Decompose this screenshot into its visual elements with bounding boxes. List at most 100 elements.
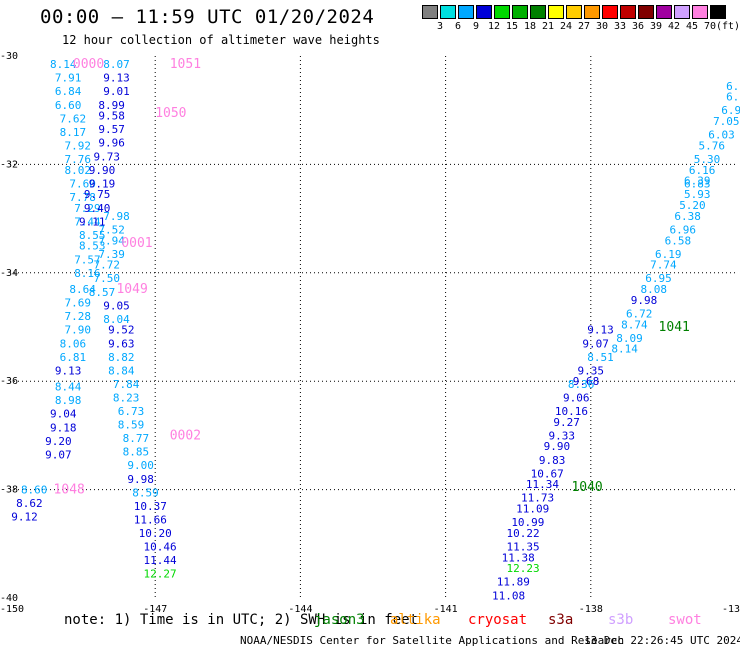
lat-tick-label: -38: [0, 485, 18, 496]
wave-height-value: 9.05: [103, 299, 130, 312]
wave-height-value: 5.20: [679, 199, 706, 212]
wave-height-value: 8.14: [50, 58, 77, 71]
wave-height-value: 7.44: [74, 215, 101, 228]
wave-height-value: 8.85: [123, 446, 150, 459]
lat-tick-label: -32: [0, 159, 18, 170]
wave-height-value: 8.23: [113, 391, 140, 404]
wave-height-value: 7.50: [94, 272, 121, 285]
legend-swatch: [422, 5, 438, 19]
wave-height-value: 6.60: [55, 99, 82, 112]
legend-swatch: [494, 5, 510, 19]
wave-height-value: 6.39: [684, 175, 711, 188]
wave-height-value: 9.83: [539, 454, 566, 467]
wave-height-value: 9.63: [108, 337, 135, 350]
wave-height-value: 9.07: [582, 337, 609, 350]
wave-height-value: 6.58: [665, 234, 692, 247]
wave-height-value: 10.16: [555, 405, 588, 418]
wave-height-value: 9.01: [103, 85, 130, 98]
lon-tick-label: -147: [143, 604, 167, 615]
wave-height-value: 9.04: [50, 408, 77, 421]
legend-swatch: [620, 5, 636, 19]
legend-swatch: [548, 5, 564, 19]
wave-height-value: 8.99: [98, 99, 125, 112]
wave-height-value: 8.59: [132, 486, 159, 499]
wave-height-value: 6.16: [689, 164, 716, 177]
time-labels: 00001051105000011049000210481041104010: [54, 57, 690, 497]
wave-height-value: 8.62: [16, 497, 43, 510]
wave-height-value: 8.98: [55, 394, 82, 407]
wave-height-value: 8.55: [79, 229, 106, 242]
wave-height-value: 9.00: [127, 459, 154, 472]
map-tick-labels: -30 -32 -34 -36 -38 -40-150 -147 -144 -141 -138 -1…: [0, 51, 740, 615]
wave-height-value: 7.84: [113, 378, 140, 391]
legend-label: 70: [703, 21, 717, 32]
wave-height-value: 9.75: [84, 188, 111, 201]
wave-height-value: 9.68: [573, 375, 600, 388]
wave-height-value: 8.53: [79, 240, 106, 253]
wave-height-value: 10.37: [134, 500, 167, 513]
legend-swatch: [512, 5, 528, 19]
wave-height-value: 7.60: [69, 177, 96, 190]
wave-height-value: 7.76: [65, 153, 92, 166]
wave-height-value: 9.90: [89, 164, 116, 177]
legend-label: (ft): [716, 21, 740, 32]
wave-height-value: 9.90: [544, 440, 571, 453]
wave-height-value: 9.13: [103, 72, 130, 85]
legend-swatch: [692, 5, 708, 19]
satellite-label: jason3: [314, 612, 365, 628]
lat-tick-label: -40: [0, 593, 18, 604]
legend-label: 3: [436, 21, 444, 32]
satellite-label: s3a: [548, 612, 574, 628]
wave-height-value: 8.57: [89, 286, 116, 299]
wave-height-value: 10.99: [511, 516, 544, 529]
legend-swatch: [458, 5, 474, 19]
wave-height-value: 5.30: [694, 153, 721, 166]
wave-height-value: 9.98: [631, 294, 658, 307]
time-label: 1050: [155, 106, 186, 121]
wave-height-value: 9.27: [553, 416, 580, 429]
wave-height-value: 7.74: [650, 259, 677, 272]
wave-height-value: 12.27: [143, 568, 176, 581]
wave-height-value: 8.59: [118, 419, 145, 432]
page-title: 00:00 – 11:59 UTC 01/20/2024: [40, 6, 375, 28]
wave-height-value: 7.62: [60, 112, 87, 125]
wave-height-value: 9.06: [563, 391, 590, 404]
wave-height-value: 11.73: [521, 492, 554, 505]
legend-label: 42: [667, 21, 681, 32]
lon-tick-label: -144: [288, 604, 312, 615]
time-label: 0001: [121, 236, 152, 251]
wave-height-value: 9.35: [578, 364, 605, 377]
time-label: 1041: [659, 320, 690, 335]
wave-height-value: 9.12: [11, 511, 38, 524]
wave-height-value: 8.07: [103, 58, 130, 71]
wave-height-value: 8.09: [616, 332, 643, 345]
time-label: 1049: [116, 282, 147, 297]
wave-height-value: 6.19: [655, 248, 682, 261]
legend-label: 9: [472, 21, 480, 32]
wave-height-value: 8.08: [640, 283, 667, 296]
lat-tick-label: -30: [0, 51, 18, 62]
wave-height-value: 11.44: [143, 554, 176, 567]
wave-height-value: 11.38: [502, 551, 535, 564]
wave-height-value: 11.08: [492, 589, 525, 602]
wave-height-value: 7.05: [713, 115, 740, 128]
wave-height-value: 10.46: [143, 541, 176, 554]
wave-height-value: 6.03: [708, 129, 735, 142]
wave-height-value: 9.19: [89, 177, 116, 190]
credit-text: NOAA/NESDIS Center for Satellite Applica…: [240, 634, 625, 647]
legend-label: 15: [505, 21, 519, 32]
wave-height-value: 7.72: [94, 259, 121, 272]
lon-tick-label: -138: [579, 604, 603, 615]
legend-label: 27: [577, 21, 591, 32]
wave-height-value: 6.7: [726, 80, 740, 93]
time-label: 0000: [73, 57, 104, 72]
wave-height-value: 6.38: [674, 210, 701, 223]
wave-height-value: 11.89: [497, 576, 530, 589]
wave-height-value: 11.34: [526, 478, 559, 491]
wave-height-value: 7.29: [74, 202, 101, 215]
wave-height-value: 8.14: [611, 343, 638, 356]
wave-height-value: 6.95: [645, 272, 672, 285]
satellite-label: s3b: [608, 612, 634, 628]
wave-height-value: 11.66: [134, 513, 167, 526]
legend-label: 39: [649, 21, 663, 32]
